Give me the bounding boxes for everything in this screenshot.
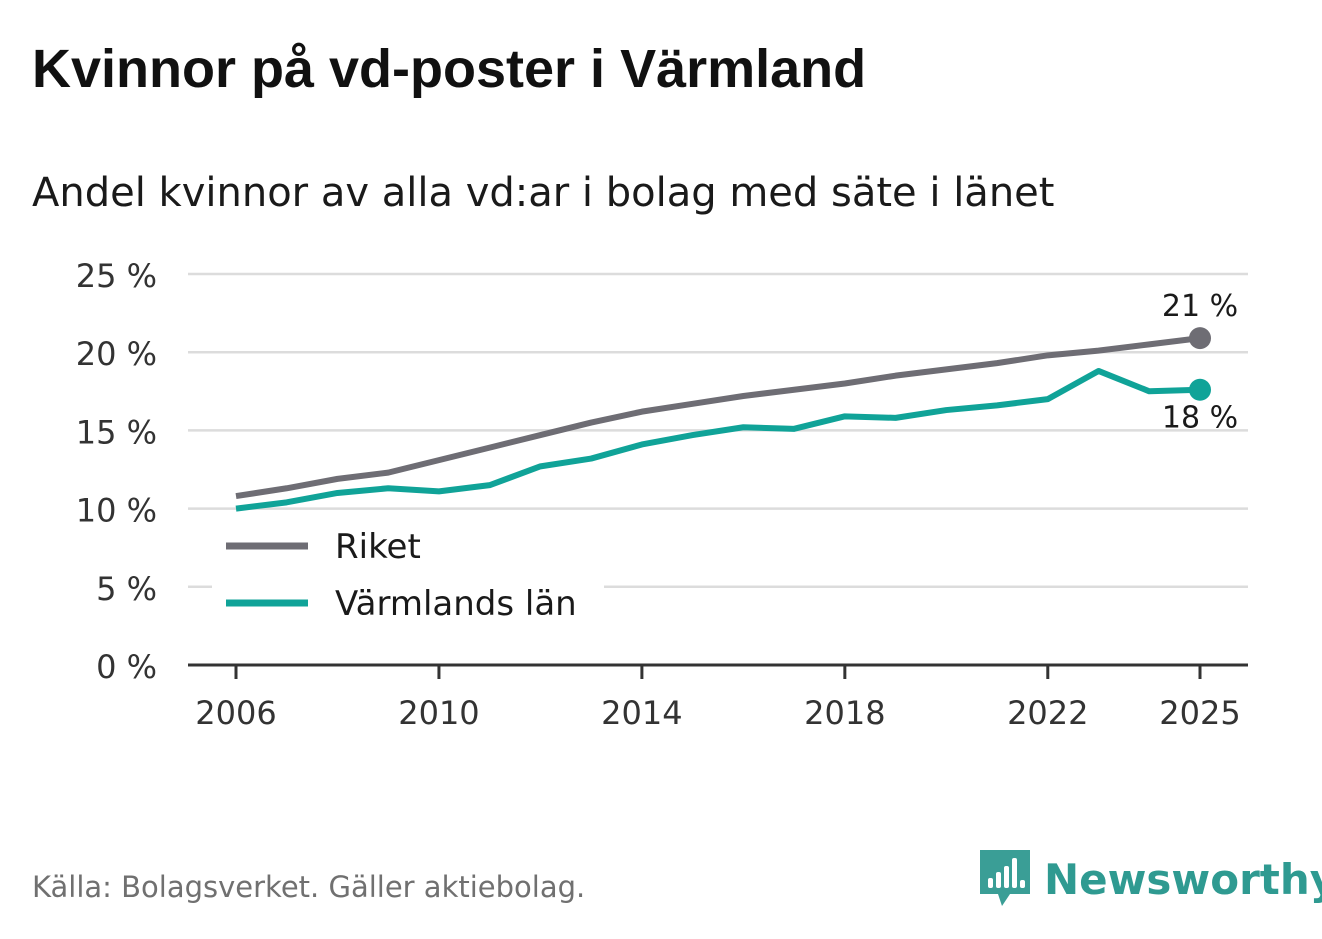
y-tick-label: 25 % xyxy=(76,257,157,295)
y-tick-label: 15 % xyxy=(76,413,157,451)
legend-box xyxy=(212,520,604,630)
y-tick-label: 20 % xyxy=(76,335,157,373)
x-tick-label: 2014 xyxy=(601,694,682,732)
brand-name: Newsworthy xyxy=(1044,854,1322,904)
x-tick-label: 2010 xyxy=(398,694,479,732)
x-tick-label: 2022 xyxy=(1007,694,1088,732)
y-tick-label: 5 % xyxy=(96,570,157,608)
series-line-varmland xyxy=(235,367,1201,512)
series-end-point-varmland xyxy=(1189,378,1211,401)
legend-label: Värmlands län xyxy=(335,584,577,624)
series-end-point-riket xyxy=(1189,327,1211,350)
source-note: Källa: Bolagsverket. Gäller aktiebolag. xyxy=(32,870,586,904)
x-tick-label: 2025 xyxy=(1159,694,1240,732)
end-value-label: 18 % xyxy=(1162,401,1238,436)
x-tick-label: 2018 xyxy=(804,694,885,732)
newsworthy-logo-icon xyxy=(980,850,1030,906)
chart-title: Kvinnor på vd-poster i Värmland xyxy=(32,39,867,99)
brand-logo: Newsworthy xyxy=(980,850,1322,908)
y-tick-label: 10 % xyxy=(76,492,157,530)
x-tick-label: 2006 xyxy=(195,694,276,732)
chart-subtitle: Andel kvinnor av alla vd:ar i bolag med … xyxy=(32,170,1055,216)
end-value-label: 21 % xyxy=(1162,289,1238,324)
legend-label: Riket xyxy=(335,527,421,567)
series-line-riket xyxy=(235,335,1201,500)
y-tick-label: 0 % xyxy=(96,648,157,686)
